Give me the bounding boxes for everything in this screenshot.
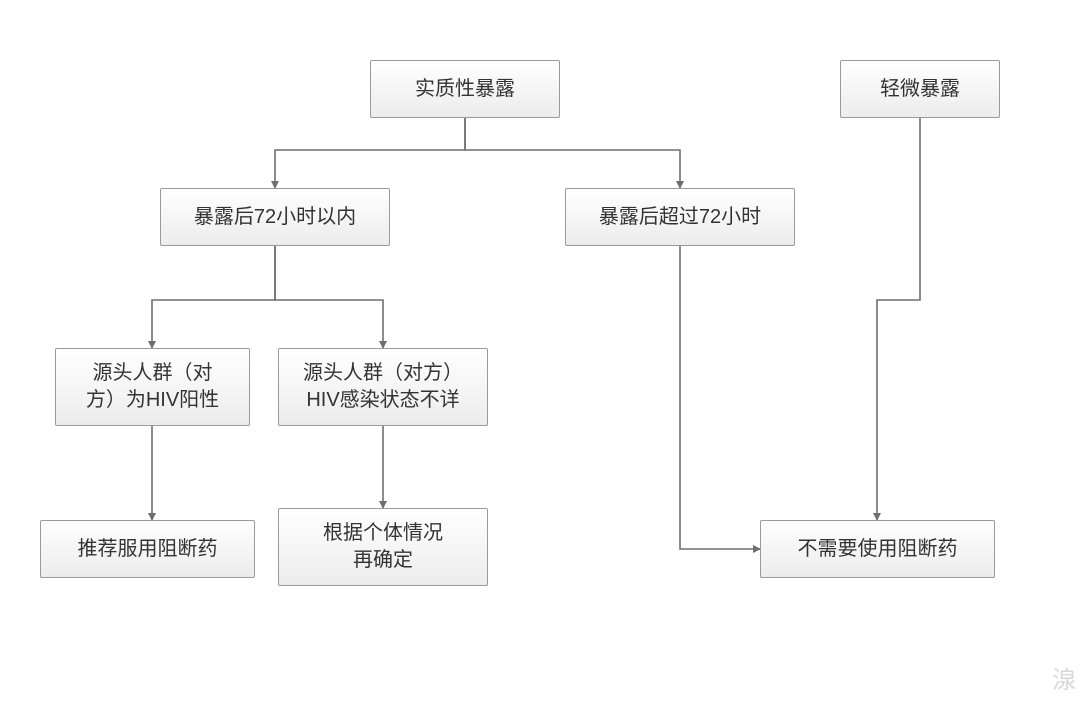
- flowchart-node-n5: 源头人群（对 方）为HIV阳性: [55, 348, 250, 426]
- flowchart-node-n6: 源头人群（对方） HIV感染状态不详: [278, 348, 488, 426]
- flowchart-node-n3: 暴露后72小时以内: [160, 188, 390, 246]
- watermark-text: 湶: [1052, 660, 1076, 695]
- edge-n3-n5: [152, 246, 275, 348]
- edge-n3-n6: [275, 246, 383, 348]
- edge-n1-n4: [465, 118, 680, 188]
- flowchart-node-n7: 推荐服用阻断药: [40, 520, 255, 578]
- flowchart-node-n9: 不需要使用阻断药: [760, 520, 995, 578]
- flowchart-node-n2: 轻微暴露: [840, 60, 1000, 118]
- edge-n2-n9: [877, 118, 920, 520]
- flowchart-node-n4: 暴露后超过72小时: [565, 188, 795, 246]
- flowchart-node-n8: 根据个体情况 再确定: [278, 508, 488, 586]
- flowchart-node-n1: 实质性暴露: [370, 60, 560, 118]
- edge-n4-n9: [680, 246, 760, 549]
- edge-n1-n3: [275, 118, 465, 188]
- flowchart-canvas: 实质性暴露 轻微暴露暴露后72小时以内 暴露后超过72小时源头人群（对 方）为HIV…: [0, 0, 1080, 707]
